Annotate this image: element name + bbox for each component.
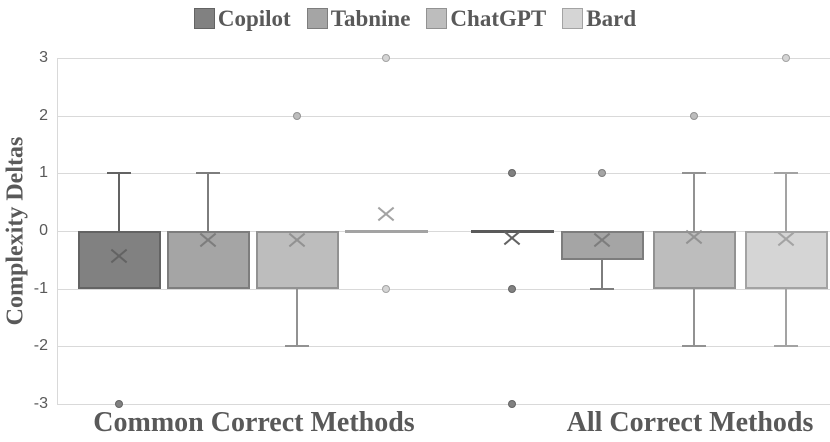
box-chatgpt (652, 231, 736, 289)
median-line-copilot (470, 229, 554, 233)
mean-x-icon-chatgpt (685, 228, 703, 246)
mean-x-icon-copilot (503, 229, 521, 247)
legend-label: Bard (586, 5, 637, 31)
whisker-lower-cap (774, 345, 798, 348)
whisker-lower-cap (285, 345, 309, 348)
category-label-common-correct-methods: Common Correct Methods (93, 407, 415, 438)
gridline (57, 346, 830, 347)
y-tick-label: -3 (33, 395, 48, 412)
whisker-lower-stem (785, 288, 787, 347)
whisker-upper-stem (118, 173, 120, 231)
whisker-upper-stem (693, 173, 695, 231)
legend-item-bard: Bard (562, 7, 636, 30)
outlier-dot-chatgpt (293, 111, 301, 120)
whisker-upper-cap (682, 172, 706, 175)
y-tick-label: 0 (39, 222, 48, 239)
gridline (57, 116, 830, 117)
legend-swatch-icon (426, 7, 448, 29)
mean-x-icon-chatgpt (288, 231, 306, 249)
whisker-upper-cap (107, 172, 131, 175)
whisker-lower-stem (296, 288, 298, 347)
whisker-lower-stem (693, 288, 695, 347)
y-tick-label: -1 (33, 280, 48, 297)
outlier-dot-copilot (508, 284, 516, 293)
whisker-lower-cap (590, 287, 614, 290)
gridline (57, 231, 830, 232)
whisker-upper-cap (196, 172, 220, 175)
legend-swatch-icon (306, 7, 328, 29)
legend-item-chatgpt: ChatGPT (426, 7, 546, 30)
legend-label: Tabnine (330, 5, 411, 31)
legend: Copilot Tabnine ChatGPT Bard (0, 3, 830, 33)
y-axis-line (57, 58, 58, 404)
legend-label: Copilot (217, 5, 291, 31)
whisker-upper-stem (785, 173, 787, 231)
median-line-bard (344, 229, 428, 233)
gridline (57, 404, 830, 405)
legend-swatch-icon (193, 7, 215, 29)
gridline (57, 58, 830, 59)
mean-x-icon-tabnine (199, 231, 217, 249)
outlier-dot-bard (782, 54, 790, 62)
box-tabnine (560, 231, 644, 260)
legend-item-tabnine: Tabnine (306, 5, 411, 31)
gridline (57, 289, 830, 290)
outlier-dot-copilot (508, 400, 516, 408)
outlier-dot-bard (382, 54, 390, 62)
legend-label: ChatGPT (450, 5, 547, 31)
y-tick-label: 1 (39, 164, 48, 181)
whisker-upper-cap (774, 172, 798, 175)
whisker-upper-stem (207, 173, 209, 231)
outlier-dot-chatgpt (690, 111, 698, 120)
whisker-lower-cap (682, 345, 706, 348)
category-label-all-correct-methods: All Correct Methods (566, 407, 814, 438)
outlier-dot-copilot (115, 400, 123, 408)
outlier-dot-tabnine (598, 169, 606, 178)
y-tick-label: -2 (33, 337, 48, 354)
mean-x-icon-copilot (110, 247, 128, 265)
mean-x-icon-bard (777, 230, 795, 248)
legend-item-copilot: Copilot (193, 5, 291, 31)
legend-swatch-icon (562, 7, 584, 29)
mean-x-icon-tabnine (593, 231, 611, 249)
y-tick-label: 2 (39, 107, 48, 124)
mean-x-icon-bard (377, 205, 395, 223)
outlier-dot-bard (382, 284, 390, 293)
whisker-lower-stem (601, 259, 603, 289)
y-tick-label: 3 (39, 49, 48, 66)
box-copilot (77, 231, 161, 289)
gridline (57, 173, 830, 174)
outlier-dot-copilot (508, 169, 516, 178)
